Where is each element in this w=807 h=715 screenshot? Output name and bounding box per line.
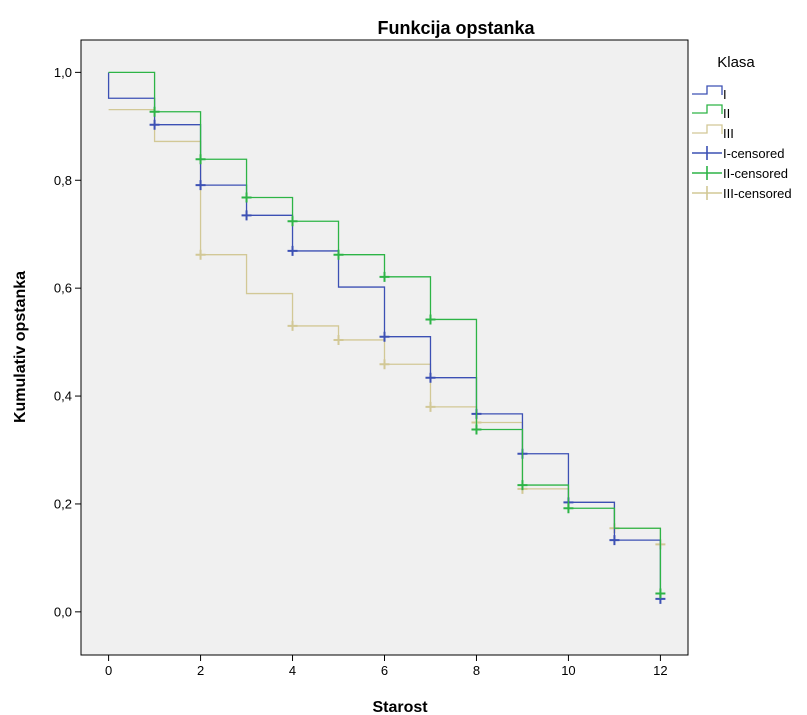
y-axis-title: Kumulativ opstanka — [12, 271, 29, 423]
legend-item-II: II — [692, 104, 730, 121]
censor-mark-I-1 — [195, 180, 206, 191]
legend-label-III: III — [723, 126, 734, 141]
legend-label-II-censored: II-censored — [723, 166, 788, 181]
censor-mark-I-4 — [379, 331, 390, 342]
y-tick-label-1: 0,2 — [54, 496, 72, 511]
censor-mark-II-9 — [563, 503, 574, 514]
censor-mark-III-4 — [425, 401, 436, 412]
x-tick-label-0: 0 — [105, 663, 112, 678]
x-tick-label-6: 6 — [381, 663, 388, 678]
legend: Klasa IIIIIII-censoredII-censoredIII-cen… — [692, 54, 792, 201]
legend-swatch-I — [692, 85, 723, 95]
series-II — [108, 71, 666, 599]
legend-item-I-censored: I-censored — [692, 146, 784, 161]
legend-swatch-II-censored — [692, 166, 722, 180]
censor-mark-II-3 — [287, 216, 298, 227]
legend-item-III: III — [692, 124, 734, 141]
y-tick-label-3: 0,6 — [54, 281, 72, 296]
legend-swatch-III-censored — [692, 186, 722, 200]
censor-mark-III-2 — [333, 334, 344, 345]
censor-mark-II-5 — [379, 271, 390, 282]
censor-mark-II-10 — [655, 588, 666, 599]
y-tick-label-4: 0,8 — [54, 173, 72, 188]
censor-mark-III-0 — [195, 249, 206, 260]
censor-mark-I-3 — [287, 245, 298, 256]
legend-swatch-III — [692, 124, 723, 134]
x-tick-label-4: 4 — [289, 663, 296, 678]
censor-mark-III-1 — [287, 320, 298, 331]
censor-mark-II-1 — [195, 154, 206, 165]
legend-item-I: I — [692, 85, 727, 102]
y-tick-label-0: 0,0 — [54, 604, 72, 619]
censor-mark-II-4 — [333, 249, 344, 260]
censor-mark-I-9 — [609, 535, 620, 546]
chart-title: Funkcija opstanka — [377, 18, 535, 38]
censor-mark-II-8 — [517, 480, 528, 491]
censor-mark-II-6 — [425, 314, 436, 325]
y-tick-label-2: 0,4 — [54, 389, 72, 404]
censor-mark-II-2 — [241, 192, 252, 203]
censor-mark-I-5 — [425, 372, 436, 383]
y-tick-label-5: 1,0 — [54, 65, 72, 80]
legend-label-II: II — [723, 106, 730, 121]
censor-mark-II-0 — [149, 106, 160, 117]
censor-mark-I-2 — [241, 210, 252, 221]
x-tick-label-2: 2 — [197, 663, 204, 678]
series-layer — [107, 71, 666, 604]
legend-swatch-I-censored — [692, 146, 722, 160]
legend-label-I-censored: I-censored — [723, 146, 784, 161]
legend-label-I: I — [723, 87, 727, 102]
legend-item-III-censored: III-censored — [692, 186, 792, 201]
axes: 0 2 4 6 8 10 12 0,0 0,2 0,4 0,6 0,8 1,0 — [54, 65, 668, 678]
censor-mark-III-3 — [379, 359, 390, 370]
censor-mark-I-0 — [149, 119, 160, 130]
x-tick-label-8: 8 — [473, 663, 480, 678]
x-tick-label-10: 10 — [561, 663, 575, 678]
legend-swatch-II — [692, 104, 723, 114]
legend-label-III-censored: III-censored — [723, 186, 792, 201]
legend-title: Klasa — [717, 54, 755, 71]
legend-item-II-censored: II-censored — [692, 166, 788, 181]
x-tick-label-12: 12 — [653, 663, 667, 678]
x-axis-title: Starost — [372, 699, 428, 715]
censor-mark-II-7 — [471, 424, 482, 435]
